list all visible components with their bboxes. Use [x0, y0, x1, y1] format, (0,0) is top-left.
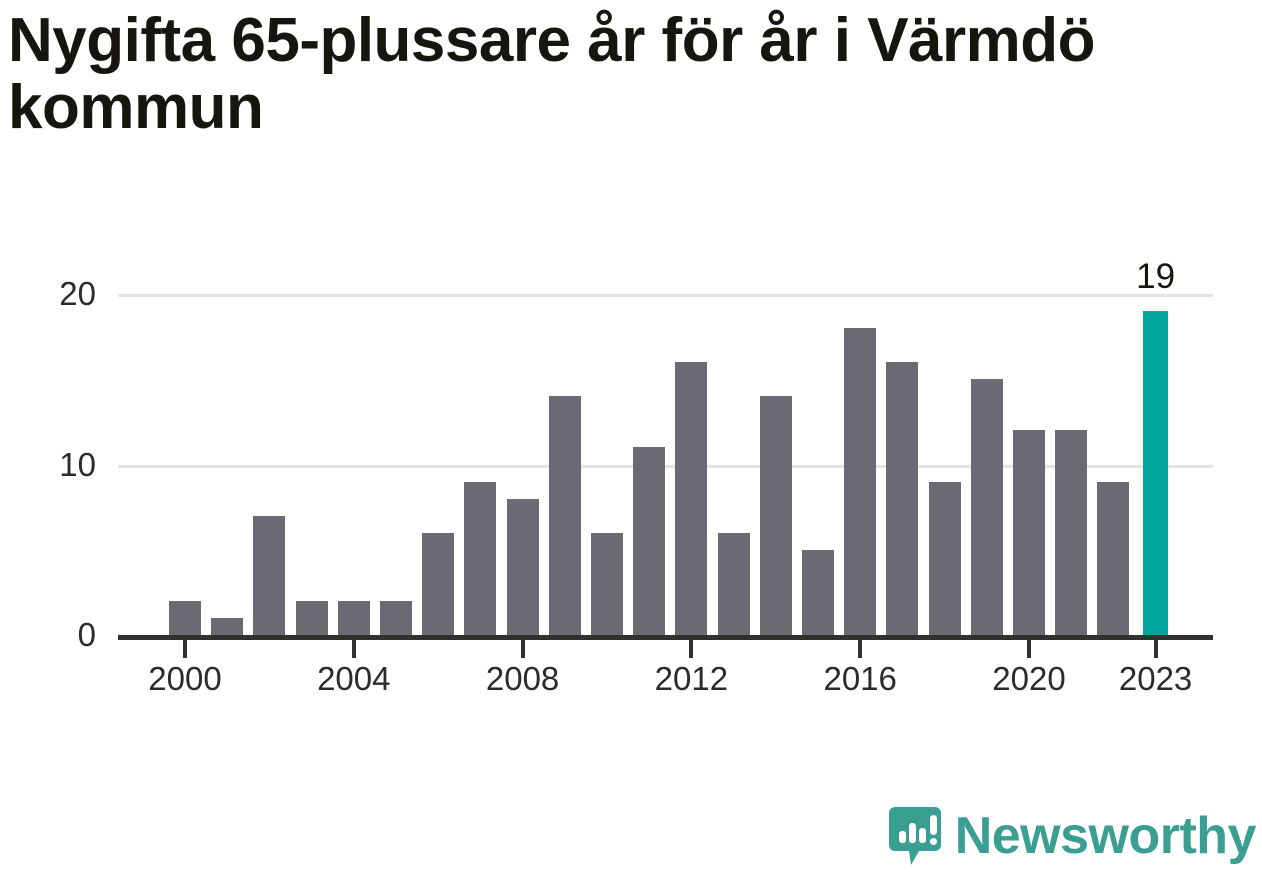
bar-2021[interactable]	[1055, 430, 1088, 635]
x-axis-label-2023: 2023	[1118, 660, 1193, 697]
bar-2004[interactable]	[337, 600, 370, 635]
bar-value-label: 19	[1136, 257, 1176, 297]
gridline-20	[118, 294, 1213, 297]
newsworthy-logo[interactable]: Newsworthy	[888, 807, 1257, 865]
y-axis-label-20: 20	[59, 275, 96, 312]
bar-2000[interactable]	[169, 600, 201, 635]
bar-2018[interactable]	[928, 481, 961, 635]
x-tick-mark-2023	[1153, 640, 1158, 658]
bar-series: 19	[118, 250, 1213, 637]
bar-2014[interactable]	[759, 396, 792, 635]
bar-2015[interactable]	[802, 549, 834, 635]
x-tick-mark-2000	[183, 640, 187, 658]
bar-2001[interactable]	[211, 617, 244, 635]
x-axis-label-2016: 2016	[823, 660, 897, 697]
bar-2022[interactable]	[1097, 481, 1130, 635]
x-tick-mark-2012	[689, 640, 694, 658]
bar-2011[interactable]	[633, 447, 666, 635]
x-tick-mark-2008	[520, 640, 525, 658]
x-axis-label-2000: 2000	[148, 660, 222, 697]
bar-2012[interactable]	[675, 362, 708, 635]
x-tick-mark-2020	[1027, 640, 1031, 658]
bar-2003[interactable]	[295, 600, 328, 635]
bar-2020[interactable]	[1013, 430, 1045, 635]
bar-2016[interactable]	[844, 328, 877, 635]
bar-2002[interactable]	[253, 515, 286, 635]
x-axis-label-2008: 2008	[485, 660, 560, 697]
gridline-10	[118, 464, 1213, 468]
bar-2013[interactable]	[717, 532, 750, 635]
bar-2017[interactable]	[886, 362, 919, 635]
bar-2009[interactable]	[548, 396, 581, 635]
x-tick-mark-2004	[351, 640, 356, 658]
x-axis-label-2004: 2004	[317, 660, 391, 697]
x-tick-mark-2016	[858, 640, 863, 658]
x-axis-line	[118, 635, 1213, 640]
y-axis-label-10: 10	[59, 445, 96, 483]
page-title: Nygifta 65-plussare år för år i Värmdö k…	[8, 6, 1112, 142]
bar-2023[interactable]	[1143, 311, 1169, 635]
bar-2005[interactable]	[380, 600, 412, 635]
x-axis-label-2012: 2012	[654, 660, 729, 697]
bar-2008[interactable]	[506, 498, 539, 635]
bar-chart-speech-bubble-icon	[888, 807, 941, 865]
bar-2010[interactable]	[591, 532, 623, 635]
logo-wordmark: Newsworthy	[954, 807, 1257, 865]
y-axis-label-0: 0	[77, 616, 96, 653]
bar-2006[interactable]	[422, 532, 455, 635]
x-axis-label-2020: 2020	[992, 660, 1066, 697]
plot-region: 19 2000 2004 2008 2012 2016 2020 2023	[118, 250, 1213, 695]
bar-2007[interactable]	[464, 481, 497, 635]
bar-2019[interactable]	[970, 379, 1003, 635]
